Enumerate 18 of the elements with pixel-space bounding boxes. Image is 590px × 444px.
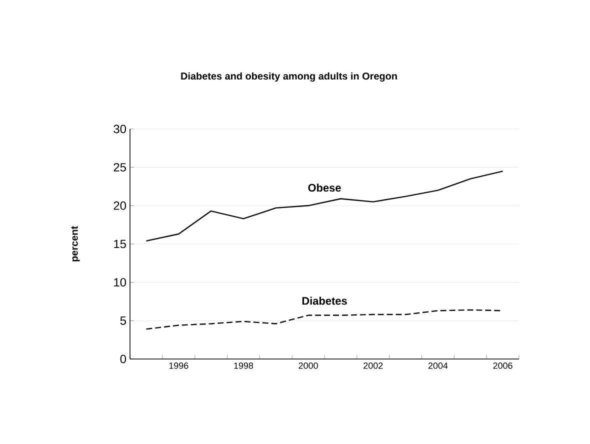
y-tick-label: 15 [114,240,126,248]
x-tick-label: 1996 [169,362,188,369]
y-tick-label: 10 [114,278,126,287]
x-tick-label: 2000 [298,362,318,369]
y-axis-title: percent [71,226,80,262]
y-tick-label: 25 [114,163,126,172]
x-tick-label: 1998 [234,362,254,369]
x-tick-label: 2004 [428,362,448,369]
y-tick-label: 30 [114,124,126,134]
y-tick-label: 0 [120,354,126,364]
series-label: Diabetes [302,296,347,305]
chart-title: Diabetes and obesity among adults in Oregon [181,72,397,82]
x-tick-label: 2002 [364,362,383,369]
y-tick-label: 5 [120,316,126,325]
series-label: Obese [308,184,341,192]
line-series [146,170,504,242]
y-tick-label: 20 [114,201,126,210]
x-tick-label: 2006 [493,362,512,369]
